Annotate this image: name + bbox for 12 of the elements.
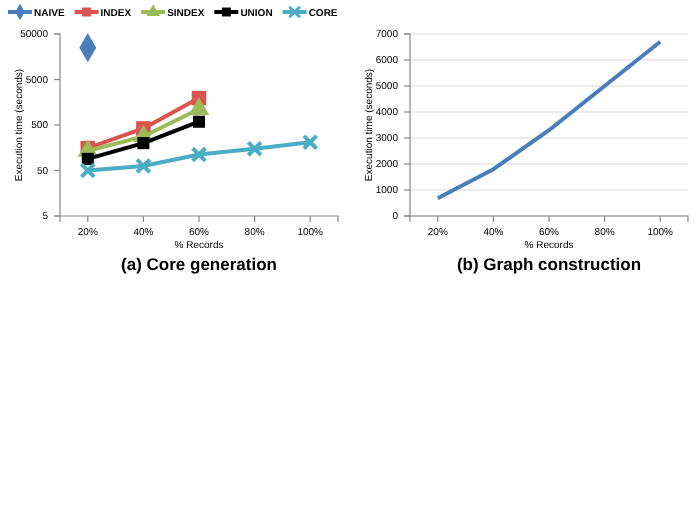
- point: [190, 146, 208, 163]
- point: [137, 137, 150, 150]
- point: [301, 133, 319, 151]
- point: [192, 115, 206, 128]
- point: [81, 152, 94, 165]
- text: (a) Core generation: [121, 254, 277, 274]
- line-series: [435, 39, 663, 201]
- point: [79, 162, 97, 179]
- text: (b) Graph construction: [456, 254, 642, 274]
- point: [135, 157, 152, 175]
- point: [246, 140, 263, 158]
- point: [188, 97, 210, 115]
